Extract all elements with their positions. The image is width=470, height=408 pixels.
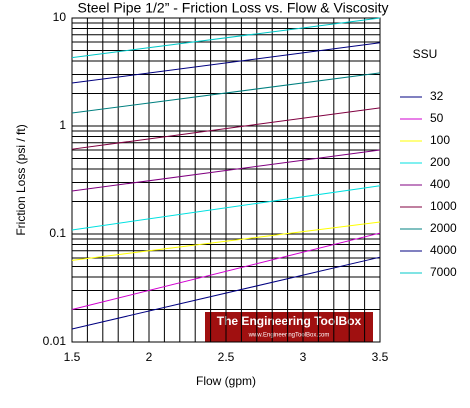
x-tick-label: 3.5 (372, 350, 389, 364)
legend-label: 50 (430, 111, 444, 125)
chart-title: Steel Pipe 1/2” - Friction Loss vs. Flow… (78, 0, 389, 16)
x-tick-label: 2.5 (218, 350, 235, 364)
legend-label: 200 (430, 155, 450, 169)
series-line (71, 72, 381, 114)
x-tick-label: 2 (146, 350, 153, 364)
series-line (71, 185, 381, 231)
x-tick-label: 3 (300, 350, 307, 364)
legend-label: 2000 (430, 221, 457, 235)
legend-label: 32 (430, 89, 444, 103)
series-line (71, 107, 381, 150)
watermark-sub: www.EngineeringToolBox.com (248, 333, 330, 339)
series-line (71, 17, 381, 59)
legend-label: 1000 (430, 199, 457, 213)
plot-frame (71, 17, 381, 343)
watermark: The Engineering ToolBox (217, 314, 362, 328)
y-tick-label: 1 (59, 118, 66, 132)
series-line (71, 256, 381, 330)
series-line (71, 149, 381, 192)
y-tick-label: 0.01 (43, 334, 67, 348)
legend-label: 400 (430, 177, 450, 191)
series-line (71, 42, 381, 84)
series-line (71, 232, 381, 310)
y-tick-label: 10 (53, 10, 67, 24)
x-axis-label: Flow (gpm) (196, 374, 256, 388)
legend-label: 7000 (430, 265, 457, 279)
y-axis-label: Friction Loss (psi / ft) (14, 124, 28, 235)
x-tick-label: 1.5 (64, 350, 81, 364)
series-line (71, 221, 381, 261)
watermark-box (205, 312, 373, 342)
y-tick-label: 0.1 (49, 226, 66, 240)
legend-title: SSU (413, 47, 438, 61)
legend-label: 4000 (430, 243, 457, 257)
legend-label: 100 (430, 133, 450, 147)
